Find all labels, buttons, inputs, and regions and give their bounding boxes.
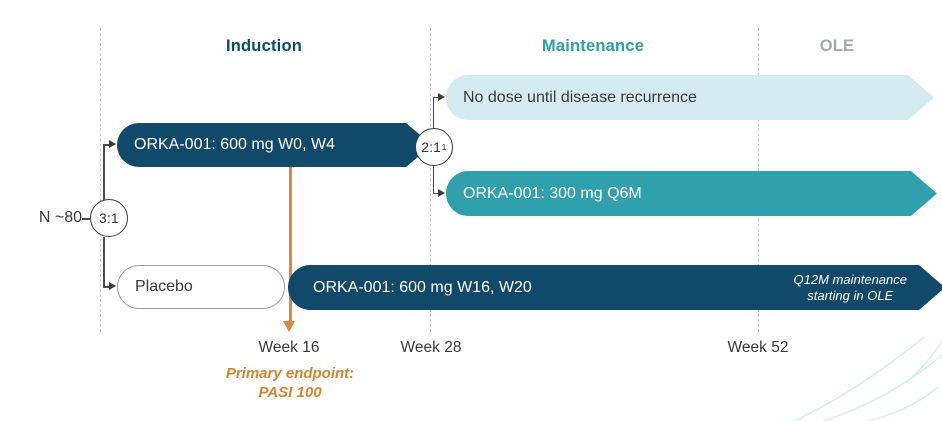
connector-line xyxy=(432,192,439,194)
ribbon-tip xyxy=(919,265,942,310)
arrowhead-icon xyxy=(438,92,445,101)
crossover-note-line2: starting in OLE xyxy=(807,287,894,303)
connector-line xyxy=(432,165,434,194)
arm-no-dose-label: No dose until disease recurrence xyxy=(463,88,697,106)
phase-header-maintenance: Maintenance xyxy=(541,37,645,55)
primary-endpoint-caption: Primary endpoint: PASI 100 xyxy=(210,364,370,402)
timeline-label-week16: Week 16 xyxy=(258,339,320,356)
arm-placebo-crossover: ORKA-001: 600 mg W16, W20 Q12M maintenan… xyxy=(288,265,942,310)
arrowhead-icon xyxy=(109,140,116,148)
phase-header-induction: Induction xyxy=(225,37,303,55)
primary-endpoint-line1: Primary endpoint: xyxy=(225,365,355,382)
arm-induction-active-label: ORKA-001: 600 mg W0, W4 xyxy=(134,136,335,153)
sample-size-label: N ~80 xyxy=(38,209,82,226)
arm-maintenance-active-label: ORKA-001: 300 mg Q6M xyxy=(463,184,642,202)
timeline-divider-week28 xyxy=(430,28,431,332)
connector-line xyxy=(103,237,105,287)
ribbon-tip xyxy=(911,171,937,216)
timeline-divider-week0 xyxy=(100,28,101,332)
arm-maintenance-active: ORKA-001: 300 mg Q6M xyxy=(446,171,937,216)
crossover-note-line1: Q12M maintenance xyxy=(793,271,907,287)
connector-line xyxy=(432,97,434,129)
tick-line xyxy=(82,218,90,220)
arm-placebo-crossover-label: ORKA-001: 600 mg W16, W20 xyxy=(313,278,532,296)
randomization-ratio-3-1: 3:1 xyxy=(90,199,128,237)
connector-line xyxy=(103,144,110,146)
primary-endpoint-line2: PASI 100 xyxy=(258,384,322,401)
primary-endpoint-arrowhead-icon xyxy=(283,321,295,332)
arm-placebo: Placebo xyxy=(117,265,285,309)
arrowhead-icon xyxy=(109,282,116,290)
decorative-arcs xyxy=(792,336,942,421)
ratio-3-1-text: 3:1 xyxy=(99,210,119,226)
connector-line xyxy=(432,96,439,98)
primary-endpoint-marker-line xyxy=(289,167,292,322)
arrowhead-icon xyxy=(438,188,445,197)
connector-line xyxy=(103,145,105,200)
timeline-label-week52: Week 52 xyxy=(727,339,789,356)
ratio-2-1-text: 2:1 xyxy=(421,139,442,155)
phase-header-ole: OLE xyxy=(819,37,855,55)
arm-no-dose: No dose until disease recurrence xyxy=(446,75,934,120)
randomization-ratio-2-1: 2:1 1 xyxy=(415,128,453,166)
arm-placebo-label: Placebo xyxy=(135,278,193,295)
arm-induction-active: ORKA-001: 600 mg W0, W4 xyxy=(117,123,432,167)
timeline-label-week28: Week 28 xyxy=(400,339,462,356)
ribbon-tip xyxy=(908,75,934,120)
crossover-maintenance-note: Q12M maintenance starting in OLE xyxy=(794,272,907,304)
connector-line xyxy=(103,286,110,288)
